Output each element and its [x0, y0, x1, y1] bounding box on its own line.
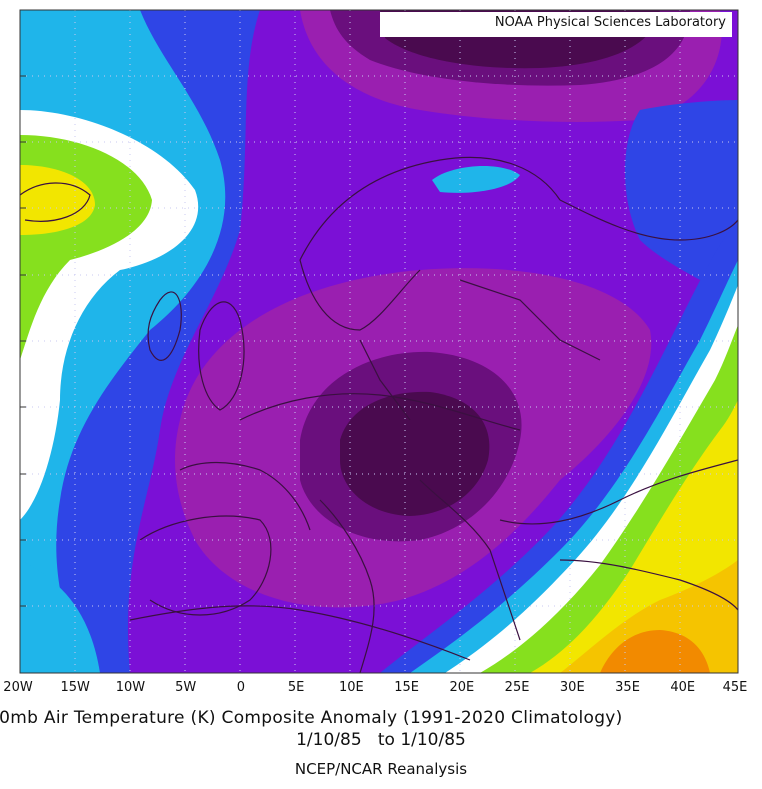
- x-tick-label: 20W: [3, 680, 33, 695]
- x-tick-label: 40E: [670, 680, 696, 695]
- date-range: 1/10/85 to 1/10/85: [296, 730, 466, 750]
- x-tick-label: 45E: [722, 680, 748, 695]
- x-tick-label: 5W: [175, 680, 197, 695]
- contour-field: [20, 10, 738, 673]
- x-tick-label: 25E: [504, 680, 530, 695]
- x-tick-label: 35E: [615, 680, 640, 695]
- x-tick-label: 30E: [559, 680, 585, 695]
- y-ticks: [20, 75, 26, 607]
- contour-skyblue-southwest: [20, 560, 100, 673]
- x-tick-label: 15W: [60, 680, 90, 695]
- x-tick-label: 5E: [287, 680, 305, 695]
- map-title: 50mb Air Temperature (K) Composite Anoma…: [0, 708, 762, 730]
- contour-orange-southeast: [600, 630, 710, 673]
- contour-blue-lobe: [432, 165, 520, 193]
- x-tick-label: 20E: [449, 680, 475, 695]
- contour-yellow-west: [20, 165, 95, 235]
- contour-blue-northeast: [625, 100, 738, 300]
- x-tick-label: 15E: [394, 680, 419, 695]
- x-tick-label: 0: [236, 680, 246, 695]
- map-title-text: 50mb Air Temperature (K) Composite Anoma…: [0, 708, 623, 728]
- x-tick-label: 10W: [115, 680, 146, 695]
- contour-darkpurple-central: [340, 391, 490, 516]
- coastlines: [20, 156, 738, 673]
- data-source: NCEP/NCAR Reanalysis: [294, 760, 468, 778]
- x-tick-label: 10E: [338, 680, 364, 695]
- graticule: [20, 10, 738, 673]
- credit-label: NOAA Physical Sciences Laboratory: [380, 12, 732, 37]
